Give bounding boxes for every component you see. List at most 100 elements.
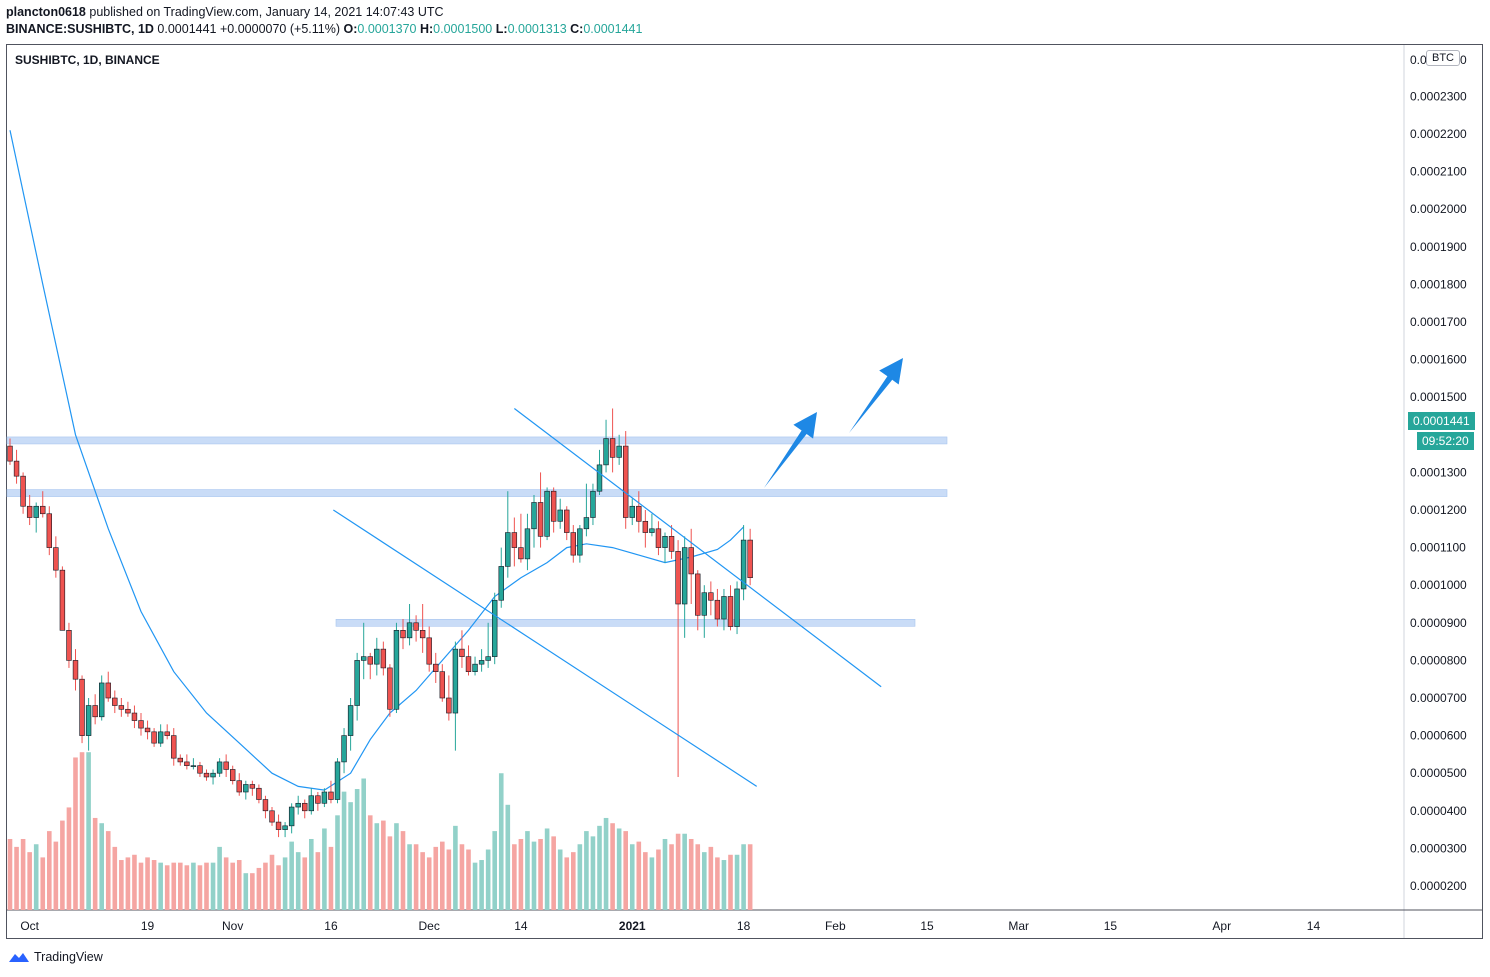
candle-body: [550, 490, 557, 522]
y-tick-label: 0.0001300: [1410, 465, 1467, 479]
volume-bar: [7, 838, 13, 910]
candle: [668, 525, 675, 559]
candle: [662, 532, 668, 563]
candle-body: [655, 528, 662, 548]
currency-badge[interactable]: BTC: [1426, 50, 1460, 66]
candle: [747, 528, 753, 586]
volume-bar: [47, 831, 52, 910]
candle-body: [662, 536, 668, 548]
volume-bar: [236, 860, 242, 910]
candle-body: [256, 787, 262, 800]
candle: [197, 761, 203, 777]
volume-bar: [158, 862, 163, 910]
volume-bar: [505, 804, 511, 910]
volume-bar: [125, 857, 131, 910]
candle-body: [747, 539, 753, 578]
candle-body: [33, 505, 39, 518]
volume-bar: [675, 833, 681, 910]
candle: [478, 649, 485, 672]
candle-body: [721, 596, 727, 620]
candle-body: [315, 795, 321, 804]
candle-body: [275, 821, 282, 830]
candle-body: [537, 502, 544, 537]
volume-bar: [289, 841, 294, 910]
volume-bar: [420, 852, 425, 910]
low-value: 0.0001313: [507, 22, 567, 36]
volume-bar: [295, 852, 301, 910]
candle: [636, 491, 642, 533]
candle-body: [360, 656, 367, 661]
tradingview-logo[interactable]: TradingView: [8, 950, 103, 964]
volume-bar: [243, 873, 249, 910]
publisher-name[interactable]: plancton0618: [6, 5, 86, 19]
chart-frame[interactable]: [6, 44, 1483, 939]
x-tick-label: Dec: [419, 919, 440, 933]
candle-body: [85, 705, 92, 736]
published-text: published on TradingView.com, January 14…: [89, 5, 444, 19]
candle: [79, 675, 85, 744]
volume-bar: [571, 852, 576, 910]
volume-bar: [197, 865, 203, 910]
volume-bar: [525, 831, 530, 910]
candle: [465, 645, 472, 676]
y-tick-label: 0.0000600: [1410, 729, 1467, 743]
candle: [649, 513, 655, 537]
candle-body: [727, 596, 734, 627]
candle-body: [269, 810, 275, 823]
moving-average-line: [9, 130, 745, 791]
candle-body: [406, 622, 413, 639]
volume-bar: [538, 838, 543, 910]
candle: [295, 795, 301, 815]
candle-body: [505, 532, 511, 567]
candle-body: [636, 505, 642, 522]
candle: [210, 769, 216, 785]
candle: [472, 656, 478, 676]
volume-bar: [636, 841, 642, 910]
candle: [446, 675, 452, 721]
volume-bar: [204, 862, 209, 910]
candle-body: [419, 630, 426, 639]
candle-body: [72, 660, 79, 680]
volume-bar: [544, 828, 550, 910]
x-tick-label: Nov: [222, 919, 243, 933]
volume-bar: [623, 831, 628, 910]
volume-bar: [518, 838, 524, 910]
last-value: 0.0001441: [157, 22, 217, 36]
candle: [256, 784, 262, 804]
volume-bar: [557, 849, 563, 910]
x-tick-label: Mar: [1008, 919, 1029, 933]
candle-body: [708, 592, 714, 601]
volume-bar: [472, 862, 478, 910]
y-tick-label: 0.0001700: [1410, 315, 1467, 329]
volume-bar: [302, 857, 308, 910]
volume-bar: [348, 802, 353, 910]
volume-bar: [223, 857, 229, 910]
candle-body: [446, 697, 452, 714]
open-label: O:: [343, 22, 358, 36]
candle: [622, 431, 629, 529]
volume-bar: [374, 823, 380, 910]
volume-bar: [276, 865, 281, 910]
candle-body: [701, 592, 708, 616]
candle-body: [413, 622, 419, 631]
candle: [99, 675, 105, 721]
candle-body: [590, 490, 596, 518]
candle: [177, 754, 183, 766]
volume-bar: [60, 820, 65, 910]
candle: [151, 728, 157, 747]
volume-bar: [99, 823, 104, 910]
volume-bar: [33, 844, 39, 910]
candle-body: [282, 825, 288, 830]
candle: [203, 769, 210, 781]
candle-body: [714, 599, 721, 620]
candle: [400, 619, 406, 650]
candle-body: [197, 765, 203, 774]
volume-bar: [531, 841, 537, 910]
volume-bar: [132, 854, 137, 910]
candle-body: [105, 682, 111, 699]
volume-bar: [721, 860, 727, 910]
candle: [223, 754, 229, 777]
horizontal-zone: [6, 436, 948, 445]
volume-bar: [695, 844, 701, 910]
